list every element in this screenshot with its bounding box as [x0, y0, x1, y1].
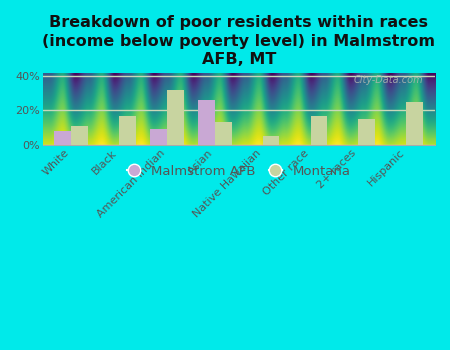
Bar [263, 136, 279, 145]
Bar [198, 100, 215, 145]
Bar [358, 119, 375, 145]
Bar [167, 90, 184, 145]
Bar [54, 131, 71, 145]
Bar [215, 122, 232, 145]
Bar [406, 102, 423, 145]
Bar [310, 116, 327, 145]
Title: Breakdown of poor residents within races
(income below poverty level) in Malmstr: Breakdown of poor residents within races… [42, 15, 435, 67]
Bar [71, 126, 88, 145]
Legend: Malmstrom AFB, Montana: Malmstrom AFB, Montana [123, 160, 354, 182]
Text: City-Data.com: City-Data.com [354, 75, 423, 85]
Bar [150, 130, 167, 145]
Bar [119, 116, 136, 145]
